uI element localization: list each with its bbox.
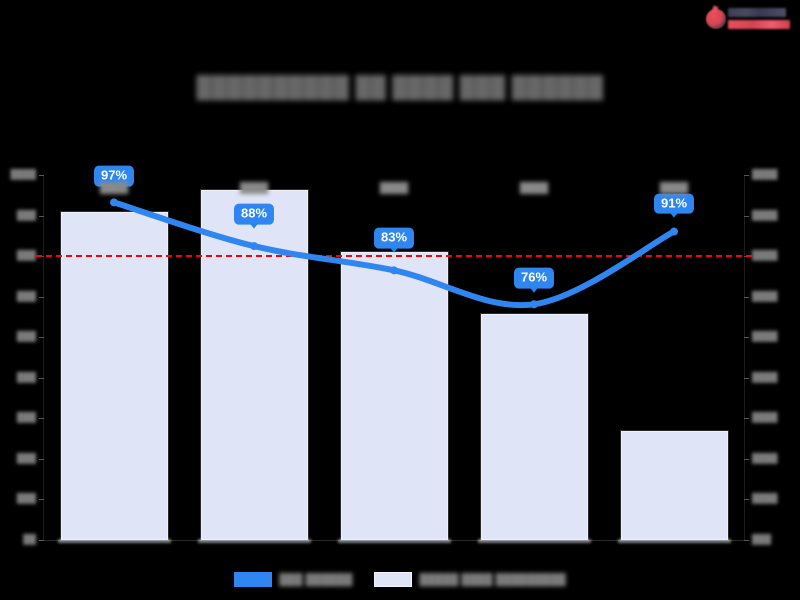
y-axis-left-tick-label: ██ [23, 534, 36, 544]
y-axis-left-tick [39, 499, 44, 501]
x-axis-label: ████ [239, 183, 269, 194]
y-axis-left-tick-label: ███ [16, 250, 36, 261]
x-axis-label: ████ [99, 183, 129, 194]
y-axis-left-tick [39, 215, 44, 217]
line-data-label: 88% [233, 203, 275, 228]
brand-logo [700, 4, 792, 34]
y-axis-left-tick [39, 458, 44, 460]
y-axis-left-tick-label: ███ [16, 331, 36, 342]
y-axis-left-tick [39, 337, 44, 339]
target-reference-line [36, 255, 752, 258]
line-data-label: 76% [513, 267, 555, 293]
logo-text-line-secondary [728, 20, 790, 29]
y-axis-right-tick [744, 499, 749, 501]
y-axis-left-tick-label: ███ [16, 371, 36, 382]
x-axis-label: ████ [659, 183, 689, 194]
y-axis-right-tick-label: ████ [752, 331, 778, 342]
y-axis-right-tick [744, 337, 749, 339]
bar[interactable] [620, 430, 728, 540]
logo-mark-icon [706, 9, 726, 29]
bar[interactable] [200, 189, 308, 540]
y-axis-left-tick [39, 418, 44, 420]
y-axis-left-tick-label: ███ [16, 452, 36, 463]
y-axis-left-spine [43, 175, 44, 540]
y-axis-right-tick-label: ████ [752, 290, 778, 301]
legend-label: █████ ████ █████████ [419, 573, 566, 586]
line-data-point[interactable] [110, 198, 118, 207]
x-axis-label: ████ [379, 183, 409, 194]
y-axis-right-tick [744, 540, 749, 541]
line-data-label: 83% [373, 228, 415, 253]
y-axis-left-tick-label: ███ [16, 290, 36, 301]
y-axis-right-tick-label: ████ [752, 412, 778, 423]
bar-base-shadow [57, 539, 171, 543]
y-axis-left-tick-label: ████ [10, 169, 36, 179]
y-axis-left-tick [39, 296, 44, 298]
y-axis-right-tick-label: ████ [752, 371, 778, 382]
y-axis-right-tick-label: ███ [752, 534, 772, 544]
y-axis-left-tick-label: ███ [16, 209, 36, 220]
line-data-label: 91% [653, 193, 695, 218]
bar-base-shadow [617, 539, 731, 543]
line-data-point[interactable] [670, 227, 678, 236]
legend-item[interactable]: ███ ██████ [234, 572, 352, 587]
legend-swatch-bar [374, 572, 413, 587]
chart-legend: ███ ██████ █████ ████ █████████ [0, 572, 800, 587]
bar[interactable] [340, 251, 448, 540]
line-data-point[interactable] [530, 300, 538, 309]
y-axis-right-tick-label: ████ [752, 169, 778, 179]
bar[interactable] [480, 313, 588, 540]
y-axis-right-tick [744, 418, 749, 420]
legend-label: ███ ██████ [279, 573, 353, 586]
y-axis-left-tick-label: ███ [16, 493, 36, 504]
y-axis-right-tick [744, 296, 749, 298]
line-data-label: 97% [93, 166, 135, 191]
bar-base-shadow [477, 539, 591, 543]
y-axis-right-tick-label: ████ [752, 209, 778, 220]
x-axis-label: ████ [519, 183, 549, 194]
y-axis-right-tick [744, 215, 749, 217]
y-axis-right-tick [744, 458, 749, 460]
y-axis-right-tick [744, 377, 749, 379]
logo-text-line-primary [728, 8, 786, 17]
y-axis-left-tick [39, 540, 44, 541]
y-axis-left-tick-label: ███ [16, 412, 36, 423]
bar[interactable] [60, 211, 168, 540]
y-axis-left-tick [39, 377, 44, 379]
plot-area: ████ ███ ███ ███ ███ ███ ███ ███ ███ ██ ████ ████ █… [10, 166, 778, 544]
y-axis-right-spine [744, 175, 745, 540]
bar-base-shadow [197, 539, 311, 543]
y-axis-right-tick-label: ████ [752, 493, 778, 504]
chart-title: ██████████ ██ ████ ███ ██████ [196, 76, 604, 99]
bar-base-shadow [337, 539, 451, 543]
legend-item[interactable]: █████ ████ █████████ [374, 572, 566, 587]
legend-swatch-line [234, 572, 273, 587]
y-axis-right-tick-label: ████ [752, 452, 778, 463]
y-axis-right-tick-label: ████ [752, 250, 778, 261]
y-axis-right-tick [744, 175, 749, 176]
y-axis-left-tick [39, 175, 44, 176]
